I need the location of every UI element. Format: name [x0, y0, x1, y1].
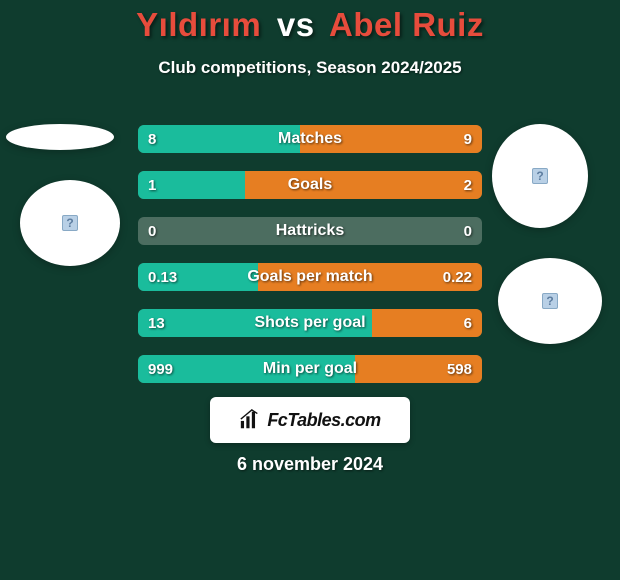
title-vs: vs — [277, 6, 315, 43]
source-badge-text: FcTables.com — [267, 410, 380, 431]
stat-label: Matches — [138, 125, 482, 153]
stat-label: Hattricks — [138, 217, 482, 245]
stat-label: Min per goal — [138, 355, 482, 383]
stat-row: 12Goals — [138, 171, 482, 199]
page-title: Yıldırım vs Abel Ruiz — [0, 6, 620, 44]
stat-label: Shots per goal — [138, 309, 482, 337]
date-label: 6 november 2024 — [0, 454, 620, 475]
stat-label: Goals — [138, 171, 482, 199]
bar-chart-icon — [239, 409, 261, 431]
stat-row: 89Matches — [138, 125, 482, 153]
missing-image-icon: ? — [532, 168, 548, 184]
stat-row: 136Shots per goal — [138, 309, 482, 337]
content: Yıldırım vs Abel Ruiz Club competitions,… — [0, 0, 620, 580]
photo-placeholder-right-bottom: ? — [498, 258, 602, 344]
title-player1: Yıldırım — [136, 6, 261, 43]
stat-row: 00Hattricks — [138, 217, 482, 245]
photo-placeholder-ellipse — [6, 124, 114, 150]
title-player2: Abel Ruiz — [329, 6, 484, 43]
stat-row: 0.130.22Goals per match — [138, 263, 482, 291]
missing-image-icon: ? — [542, 293, 558, 309]
subtitle: Club competitions, Season 2024/2025 — [0, 58, 620, 78]
stat-label: Goals per match — [138, 263, 482, 291]
photo-placeholder-right-top: ? — [492, 124, 588, 228]
photo-placeholder-left: ? — [20, 180, 120, 266]
stat-row: 999598Min per goal — [138, 355, 482, 383]
missing-image-icon: ? — [62, 215, 78, 231]
source-badge[interactable]: FcTables.com — [210, 397, 410, 443]
stats-panel: 89Matches 12Goals 00Hattricks 0.130.22Goals… — [138, 125, 482, 401]
